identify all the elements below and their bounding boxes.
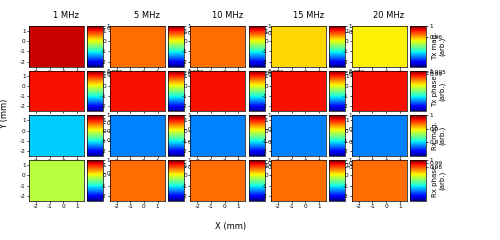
- Text: 10 MHz: 10 MHz: [212, 11, 243, 20]
- Text: 15 MHz: 15 MHz: [292, 11, 324, 20]
- Text: X (mm): X (mm): [215, 222, 246, 231]
- Text: Rx mag.
(arb.): Rx mag. (arb.): [432, 121, 446, 150]
- Text: 5 MHz: 5 MHz: [134, 11, 160, 20]
- Text: Rx phase
(arb.): Rx phase (arb.): [432, 164, 446, 197]
- Text: Tx mag.
(arb.): Tx mag. (arb.): [432, 32, 446, 60]
- Text: 1 MHz: 1 MHz: [53, 11, 79, 20]
- Text: Y (mm): Y (mm): [0, 98, 10, 129]
- Text: Tx phase
(arb.): Tx phase (arb.): [432, 75, 446, 107]
- Text: 20 MHz: 20 MHz: [374, 11, 404, 20]
